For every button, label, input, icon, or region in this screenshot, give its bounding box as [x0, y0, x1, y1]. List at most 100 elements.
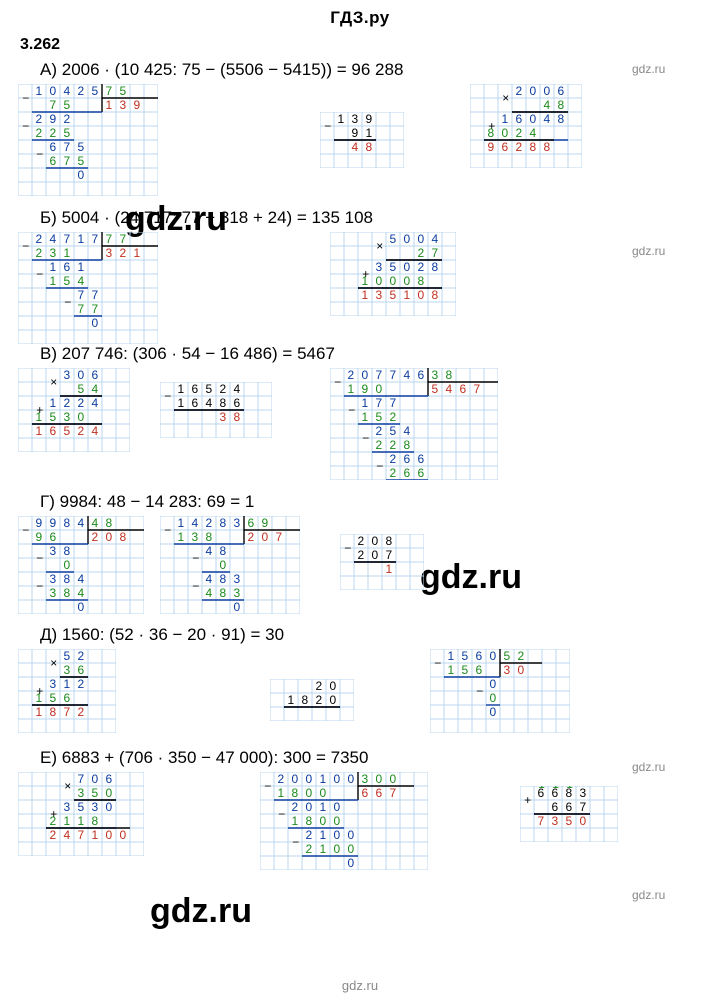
svg-text:8: 8 [530, 140, 537, 154]
problem-E: Е) 6883 + (706 · 350 − 47 000): 300 = 73… [0, 744, 720, 772]
svg-text:3: 3 [120, 98, 127, 112]
svg-text:+: + [524, 793, 531, 807]
svg-text:0: 0 [390, 772, 397, 786]
svg-text:6: 6 [50, 154, 57, 168]
svg-text:3: 3 [50, 544, 57, 558]
svg-text:2: 2 [316, 693, 323, 707]
svg-text:6: 6 [418, 452, 425, 466]
svg-text:6: 6 [362, 786, 369, 800]
svg-text:0: 0 [372, 534, 379, 548]
svg-text:8: 8 [558, 112, 565, 126]
svg-text:−: − [36, 147, 43, 161]
svg-text:0: 0 [320, 814, 327, 828]
svg-text:4: 4 [206, 396, 213, 410]
svg-text:2: 2 [390, 452, 397, 466]
svg-text:1: 1 [320, 772, 327, 786]
svg-text:1: 1 [348, 382, 355, 396]
svg-text:5: 5 [462, 649, 469, 663]
svg-text:2: 2 [390, 466, 397, 480]
svg-text:2: 2 [50, 126, 57, 140]
svg-text:5: 5 [92, 84, 99, 98]
svg-text:0: 0 [334, 800, 341, 814]
svg-text:1: 1 [448, 649, 455, 663]
svg-text:0: 0 [292, 772, 299, 786]
svg-text:1: 1 [278, 786, 285, 800]
svg-text:7: 7 [276, 530, 283, 544]
svg-text:4: 4 [192, 516, 199, 530]
svg-text:3: 3 [234, 516, 241, 530]
svg-text:7: 7 [78, 772, 85, 786]
label: Г) [40, 492, 55, 511]
svg-text:0: 0 [106, 530, 113, 544]
svg-text:7: 7 [78, 828, 85, 842]
svg-text:0: 0 [334, 842, 341, 856]
svg-text:5: 5 [78, 382, 85, 396]
svg-text:6: 6 [404, 466, 411, 480]
svg-text:6: 6 [538, 786, 545, 800]
svg-text:6: 6 [64, 691, 71, 705]
svg-text:1: 1 [288, 693, 295, 707]
svg-text:0: 0 [220, 558, 227, 572]
svg-text:8: 8 [220, 544, 227, 558]
watermark-small: gdz.ru [632, 888, 665, 902]
svg-text:9: 9 [134, 98, 141, 112]
svg-text:0: 0 [334, 828, 341, 842]
svg-text:0: 0 [404, 232, 411, 246]
svg-text:1: 1 [386, 562, 393, 576]
svg-text:1: 1 [362, 410, 369, 424]
svg-text:4: 4 [234, 382, 241, 396]
svg-text:8: 8 [386, 534, 393, 548]
svg-text:6: 6 [566, 800, 573, 814]
calc-E: ×706350+35302118247100300667−2001001800−… [0, 772, 720, 872]
svg-text:9: 9 [352, 126, 359, 140]
svg-text:5: 5 [64, 126, 71, 140]
svg-text:0: 0 [334, 772, 341, 786]
label: Б) [40, 208, 57, 227]
svg-text:4: 4 [206, 586, 213, 600]
svg-text:8: 8 [64, 544, 71, 558]
svg-text:5: 5 [390, 424, 397, 438]
svg-text:−: − [334, 375, 341, 389]
svg-text:3: 3 [376, 288, 383, 302]
svg-text:−: − [22, 91, 29, 105]
svg-text:5: 5 [64, 649, 71, 663]
svg-text:7: 7 [64, 154, 71, 168]
svg-text:2: 2 [390, 410, 397, 424]
svg-text:0: 0 [362, 368, 369, 382]
svg-text:8: 8 [366, 140, 373, 154]
svg-text:0: 0 [348, 856, 355, 870]
svg-text:6: 6 [552, 786, 559, 800]
svg-text:3: 3 [234, 572, 241, 586]
svg-text:−: − [64, 295, 71, 309]
svg-text:4: 4 [78, 516, 85, 530]
svg-text:6: 6 [476, 663, 483, 677]
svg-text:2: 2 [248, 530, 255, 544]
svg-text:0: 0 [334, 814, 341, 828]
svg-text:1: 1 [36, 84, 43, 98]
svg-text:1: 1 [64, 814, 71, 828]
svg-text:5: 5 [376, 410, 383, 424]
svg-text:0: 0 [418, 288, 425, 302]
svg-text:8: 8 [558, 98, 565, 112]
svg-text:2: 2 [306, 842, 313, 856]
svg-text:9: 9 [50, 112, 57, 126]
svg-text:2: 2 [64, 396, 71, 410]
svg-text:4: 4 [92, 424, 99, 438]
svg-text:4: 4 [544, 112, 551, 126]
svg-text:0: 0 [92, 316, 99, 330]
svg-text:8: 8 [404, 438, 411, 452]
svg-text:1: 1 [64, 246, 71, 260]
svg-text:5: 5 [462, 663, 469, 677]
svg-text:0: 0 [490, 691, 497, 705]
svg-text:2: 2 [78, 84, 85, 98]
svg-text:5: 5 [78, 140, 85, 154]
svg-text:1: 1 [106, 98, 113, 112]
svg-text:8: 8 [64, 586, 71, 600]
svg-text:6: 6 [516, 112, 523, 126]
svg-text:3: 3 [504, 663, 511, 677]
svg-text:0: 0 [120, 828, 127, 842]
label: А) [40, 60, 57, 79]
svg-text:6: 6 [64, 260, 71, 274]
svg-text:7: 7 [64, 140, 71, 154]
svg-text:1: 1 [502, 112, 509, 126]
